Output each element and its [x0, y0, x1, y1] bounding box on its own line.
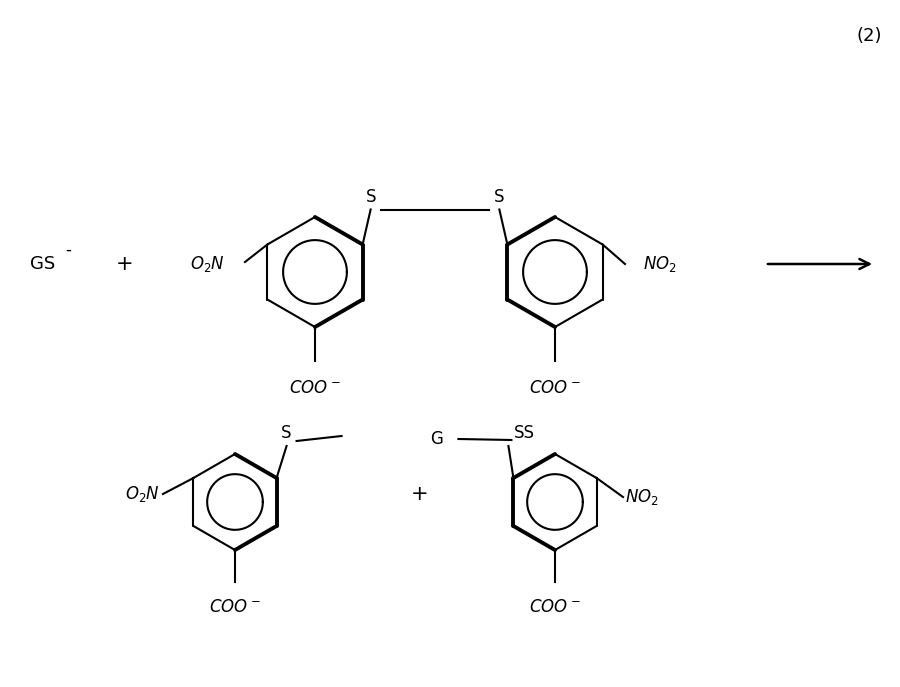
Text: -: -: [65, 241, 71, 259]
Text: +: +: [116, 254, 134, 274]
Text: (2): (2): [857, 27, 882, 45]
Text: S: S: [365, 188, 376, 205]
Text: $COO^-$: $COO^-$: [529, 379, 580, 397]
Text: $COO^-$: $COO^-$: [529, 598, 580, 616]
Text: S: S: [282, 424, 292, 442]
Text: $COO^-$: $COO^-$: [209, 598, 261, 616]
Text: +: +: [411, 484, 428, 504]
Text: G: G: [430, 430, 444, 448]
Text: $NO_2$: $NO_2$: [625, 487, 659, 507]
Text: $NO_2$: $NO_2$: [643, 254, 677, 274]
Text: $O_2N$: $O_2N$: [190, 254, 225, 274]
Text: $O_2N$: $O_2N$: [125, 484, 160, 504]
Text: $COO^-$: $COO^-$: [289, 379, 341, 397]
Text: S: S: [494, 188, 505, 205]
Text: SS: SS: [513, 424, 535, 442]
Text: GS: GS: [30, 255, 55, 273]
